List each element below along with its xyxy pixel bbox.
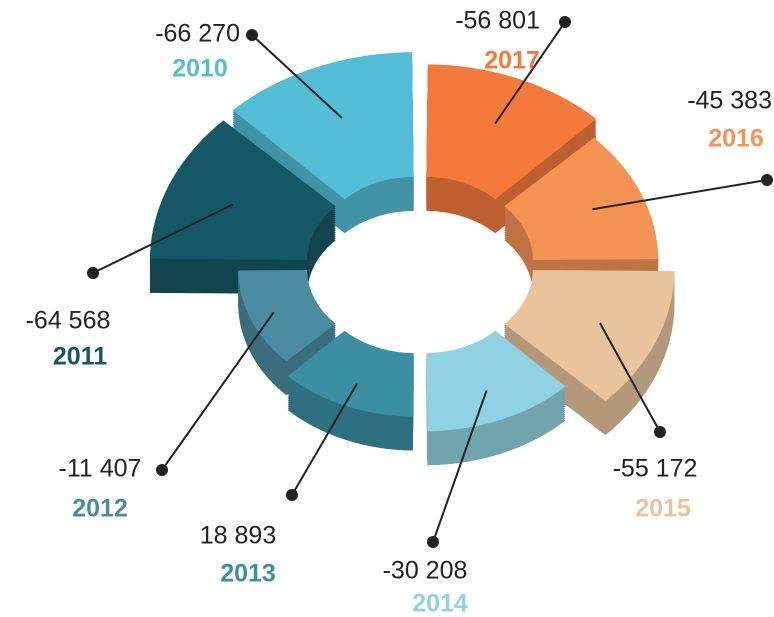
leader-line — [599, 322, 661, 433]
slice — [504, 269, 675, 402]
category-label: 2012 — [72, 495, 128, 523]
value-label: -11 407 — [59, 455, 142, 483]
value-label: -64 568 — [26, 307, 111, 335]
category-label: 2010 — [172, 55, 228, 83]
leader-dot — [761, 174, 773, 186]
leader-line — [592, 179, 768, 211]
leader-dot — [654, 426, 666, 438]
value-label: -56 801 — [455, 7, 540, 35]
leader-dot — [246, 29, 258, 41]
value-label: -45 383 — [687, 87, 772, 115]
category-label: 2013 — [220, 560, 276, 588]
value-label: -55 172 — [613, 455, 698, 483]
leader-line — [92, 203, 234, 274]
leader-dot — [286, 489, 298, 501]
leader-dot — [87, 267, 99, 279]
leader-dot — [559, 16, 571, 28]
slice — [426, 64, 597, 200]
leader-line — [291, 383, 358, 496]
value-label: 18 893 — [200, 522, 276, 550]
leader-line — [494, 21, 566, 125]
leader-line — [251, 34, 343, 119]
leader-dot — [156, 464, 168, 476]
leader-dot — [427, 536, 439, 548]
category-label: 2014 — [412, 590, 468, 617]
slice — [426, 330, 566, 432]
slice — [504, 137, 659, 261]
value-label: -30 208 — [383, 557, 468, 585]
category-label: 2017 — [484, 47, 540, 75]
category-label: 2015 — [635, 495, 691, 523]
slice — [238, 269, 336, 362]
value-label: -66 270 — [155, 20, 240, 48]
leader-line — [432, 390, 488, 543]
slice — [287, 330, 414, 417]
category-label: 2016 — [708, 125, 764, 153]
category-label: 2011 — [53, 343, 107, 371]
leader-line — [161, 311, 275, 471]
slice — [232, 52, 414, 200]
slice — [149, 120, 336, 261]
